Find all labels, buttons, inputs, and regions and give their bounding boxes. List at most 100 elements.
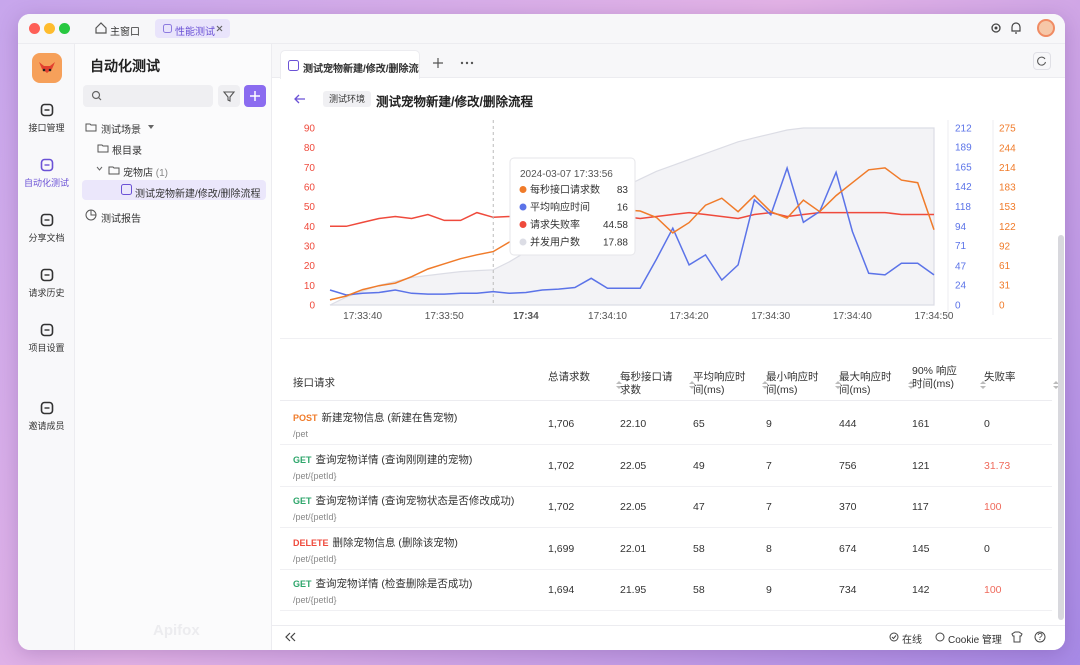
y2-tick-label: 47 <box>955 261 967 272</box>
minimize-dot[interactable] <box>44 23 55 34</box>
avatar[interactable] <box>1037 19 1055 37</box>
filter-button[interactable] <box>218 85 240 107</box>
tree-item[interactable]: 测试报告 <box>101 214 141 225</box>
column-header[interactable]: 最大响应时间(ms) <box>839 371 892 396</box>
legend-label: 每秒接口请求数 <box>530 183 600 196</box>
close-dot[interactable] <box>29 23 40 34</box>
y2-tick-label: 118 <box>955 202 971 213</box>
watermark: Apifox <box>153 622 200 639</box>
y2-tick-label: 212 <box>955 124 972 135</box>
nav-icon <box>40 323 54 337</box>
help-icon[interactable]: ? <box>1034 631 1046 643</box>
sort-icon[interactable] <box>908 377 914 389</box>
name: 查询宠物详情 (查询宠物状态是否修改成功) <box>315 495 515 507</box>
column-header[interactable]: 平均响应时间(ms) <box>693 371 746 396</box>
project-logo[interactable] <box>32 53 62 83</box>
tree-item[interactable]: 测试宠物新建/修改/删除流程 <box>135 189 261 200</box>
column-header[interactable]: 每秒接口请求数 <box>620 371 673 396</box>
nav-item[interactable]: 分享文档 <box>28 233 65 243</box>
tree-item[interactable]: 宠物店 (1) <box>123 164 168 179</box>
collapse-button[interactable] <box>285 632 296 642</box>
nav-icon <box>40 401 54 415</box>
main-tab[interactable]: 测试宠物新建/修改/删除流程 <box>280 50 420 79</box>
sort-icon[interactable] <box>1053 377 1059 389</box>
method: GET <box>293 454 312 465</box>
settings-icon[interactable] <box>990 22 1002 34</box>
sort-icon[interactable] <box>835 377 841 389</box>
active-window-tab[interactable] <box>155 19 230 38</box>
nav-item[interactable]: 请求历史 <box>28 288 65 298</box>
folder-icon <box>97 144 109 153</box>
add-button[interactable] <box>244 85 266 107</box>
request-name[interactable]: GET 查询宠物详情 (查询刚刚建的宠物) <box>293 452 472 467</box>
tab-title: 测试宠物新建/修改/删除流程 <box>303 64 419 75</box>
cell: 0 <box>984 542 990 555</box>
sidebar <box>75 44 272 650</box>
tree-item[interactable]: 测试场景 <box>101 125 141 136</box>
request-path: /pet/{petId} <box>293 553 337 564</box>
cell: 58 <box>693 542 705 555</box>
window-tab[interactable]: 主窗口 <box>110 27 140 38</box>
column-header[interactable]: 90% 响应时间(ms) <box>912 365 957 390</box>
caret[interactable] <box>148 124 154 130</box>
tab-close[interactable] <box>216 25 223 32</box>
cookie-manager[interactable]: Cookie 管理 <box>948 635 1002 646</box>
search-box[interactable] <box>83 85 213 107</box>
cell: 161 <box>912 418 930 430</box>
y3-tick-label: 244 <box>999 143 1016 154</box>
nav-icon <box>40 158 54 172</box>
request-path: /pet/{petId} <box>293 470 337 481</box>
env-badge[interactable]: 测试环境 <box>323 91 372 107</box>
column-header[interactable]: 最小响应时间(ms) <box>766 371 819 396</box>
nav-item[interactable]: 接口管理 <box>28 123 65 133</box>
cell: 58 <box>693 584 705 596</box>
sort-icon[interactable] <box>616 377 622 389</box>
y-tick-label: 40 <box>304 222 316 233</box>
request-name[interactable]: GET 查询宠物详情 (查询宠物状态是否修改成功) <box>293 493 514 508</box>
nav-icon <box>40 213 54 227</box>
sort-icon[interactable] <box>762 377 768 389</box>
sort-icon[interactable] <box>689 377 695 389</box>
tab-icon <box>288 60 299 71</box>
nav-item[interactable]: 项目设置 <box>28 343 65 353</box>
new-tab[interactable] <box>432 57 444 69</box>
sort-icon[interactable] <box>980 377 986 389</box>
svg-text:?: ? <box>1037 632 1043 643</box>
bell-icon[interactable] <box>1010 21 1022 34</box>
y-tick-label: 70 <box>304 163 316 174</box>
column-header[interactable]: 失败率 <box>984 371 1016 383</box>
column-header[interactable]: 接口请求 <box>293 377 335 389</box>
tree-item[interactable]: 根目录 <box>112 146 142 157</box>
cell: 49 <box>693 459 705 472</box>
x-tick-label: 17:34:50 <box>915 311 954 322</box>
cell: 9 <box>766 418 772 430</box>
status-icon <box>889 632 899 642</box>
legend-dot <box>519 221 527 228</box>
legend-dot <box>519 186 527 193</box>
request-path: /pet <box>293 429 309 439</box>
caret[interactable] <box>96 166 103 172</box>
request-name[interactable]: GET 查询宠物详情 (检查删除是否成功) <box>293 576 472 591</box>
cell: 7 <box>766 459 772 472</box>
status[interactable]: 在线 <box>902 635 922 646</box>
more[interactable] <box>460 61 474 65</box>
tooltip-value: 16 <box>617 203 629 214</box>
tree-label: 宠物店 <box>123 168 153 179</box>
request-name[interactable]: POST 新建宠物信息 (新建在售宠物) <box>293 410 457 425</box>
x-tick-label: 17:33:40 <box>343 311 382 322</box>
shirt-icon[interactable] <box>1011 631 1023 643</box>
y-tick-label: 30 <box>304 242 316 253</box>
request-name[interactable]: DELETE 删除宠物信息 (删除该宠物) <box>293 535 458 550</box>
y2-tick-label: 24 <box>955 280 967 291</box>
column-header[interactable]: 总请求数 <box>548 371 590 383</box>
nav-item[interactable]: 自动化测试 <box>23 178 69 188</box>
tooltip-value: 44.58 <box>603 220 628 231</box>
window-tab[interactable]: 性能测试 <box>175 27 215 38</box>
cell: 1,702 <box>548 459 575 472</box>
scrollbar[interactable] <box>1058 235 1064 620</box>
nav-item[interactable]: 邀请成员 <box>28 421 65 431</box>
back-arrow[interactable] <box>294 94 306 104</box>
refresh-button[interactable] <box>1033 52 1051 70</box>
zoom-dot[interactable] <box>59 23 70 34</box>
